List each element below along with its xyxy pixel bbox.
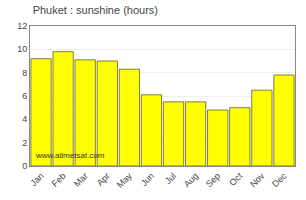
svg-text:4: 4	[22, 114, 27, 124]
svg-text:Mar: Mar	[72, 171, 90, 189]
svg-text:0: 0	[22, 161, 27, 171]
svg-text:Oct: Oct	[227, 170, 244, 187]
svg-text:www.allmetsat.com: www.allmetsat.com	[35, 151, 105, 160]
svg-text:Sep: Sep	[204, 171, 222, 189]
svg-text:Nov: Nov	[248, 170, 267, 189]
svg-text:Aug: Aug	[182, 171, 200, 189]
svg-text:Apr: Apr	[95, 171, 112, 188]
svg-text:Jul: Jul	[163, 171, 178, 186]
svg-text:8: 8	[22, 68, 27, 78]
svg-text:Jun: Jun	[139, 171, 156, 188]
svg-text:May: May	[115, 170, 134, 189]
svg-text:12: 12	[17, 21, 27, 31]
svg-text:Feb: Feb	[50, 171, 68, 189]
svg-text:Jan: Jan	[28, 171, 45, 188]
svg-text:2: 2	[22, 138, 27, 148]
svg-text:10: 10	[17, 44, 27, 54]
svg-text:Phuket : sunshine (hours): Phuket : sunshine (hours)	[33, 4, 158, 16]
svg-text:6: 6	[22, 91, 27, 101]
svg-text:Dec: Dec	[270, 170, 289, 189]
